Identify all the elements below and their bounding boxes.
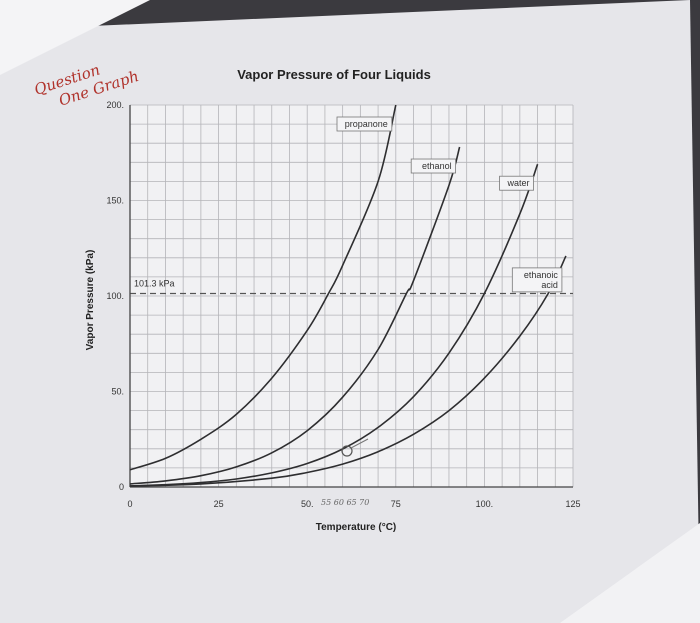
x-tick-label: 125 [565,499,580,509]
chart-grid [129,104,574,488]
pen-stroke-mark [350,438,369,449]
tick-labels: 0 25 50. 75 100. 125 0 50. 100. 150. 200. [106,100,580,509]
series-line-water [129,163,539,487]
x-tick-label: 25 [214,499,224,509]
paper-corner-bottom-right [560,523,700,623]
y-tick-label: 100. [106,291,124,301]
y-tick-label: 0 [119,482,124,492]
series-label: propanone [336,116,393,132]
series-line-propanone [129,104,397,471]
series-label-box [499,175,534,191]
reference-line-label: 101.3 kPa [134,279,175,289]
series-label-text: ethanol [422,161,452,171]
y-axis-label: Vapor Pressure (kPa) [85,250,96,351]
series-label-box [410,158,456,174]
series-line-ethanol [129,146,461,485]
series-label-text: acid [541,280,558,290]
series-label: ethanol [410,158,456,174]
handwritten-temp-marks: 55 60 65 70 [321,498,369,507]
series-label: water [499,175,534,191]
series-label-text: ethanoic [524,270,559,280]
x-tick-label: 0 [127,499,132,509]
pen-circle-mark [341,445,353,457]
paper-corner-top-left [0,0,150,75]
reference-line-group: 101.3 kPa [130,279,573,295]
y-tick-label: 150. [106,196,124,206]
x-tick-label: 100. [476,499,494,509]
y-tick-label: 200. [106,100,124,110]
series-label-text: water [507,178,530,188]
x-tick-label: 50. [301,499,314,509]
y-tick-label: 50. [111,387,124,397]
x-axis-label: Temperature (°C) [316,522,397,533]
chart-title: Vapor Pressure of Four Liquids [237,67,431,82]
series-label-text: propanone [345,119,388,129]
series-label-box [336,116,393,132]
series-lines [129,104,567,487]
series-line-ethanoic-acid [129,255,567,487]
chart-axes [129,105,573,488]
series-label-box [511,267,563,293]
x-tick-label: 75 [391,499,401,509]
